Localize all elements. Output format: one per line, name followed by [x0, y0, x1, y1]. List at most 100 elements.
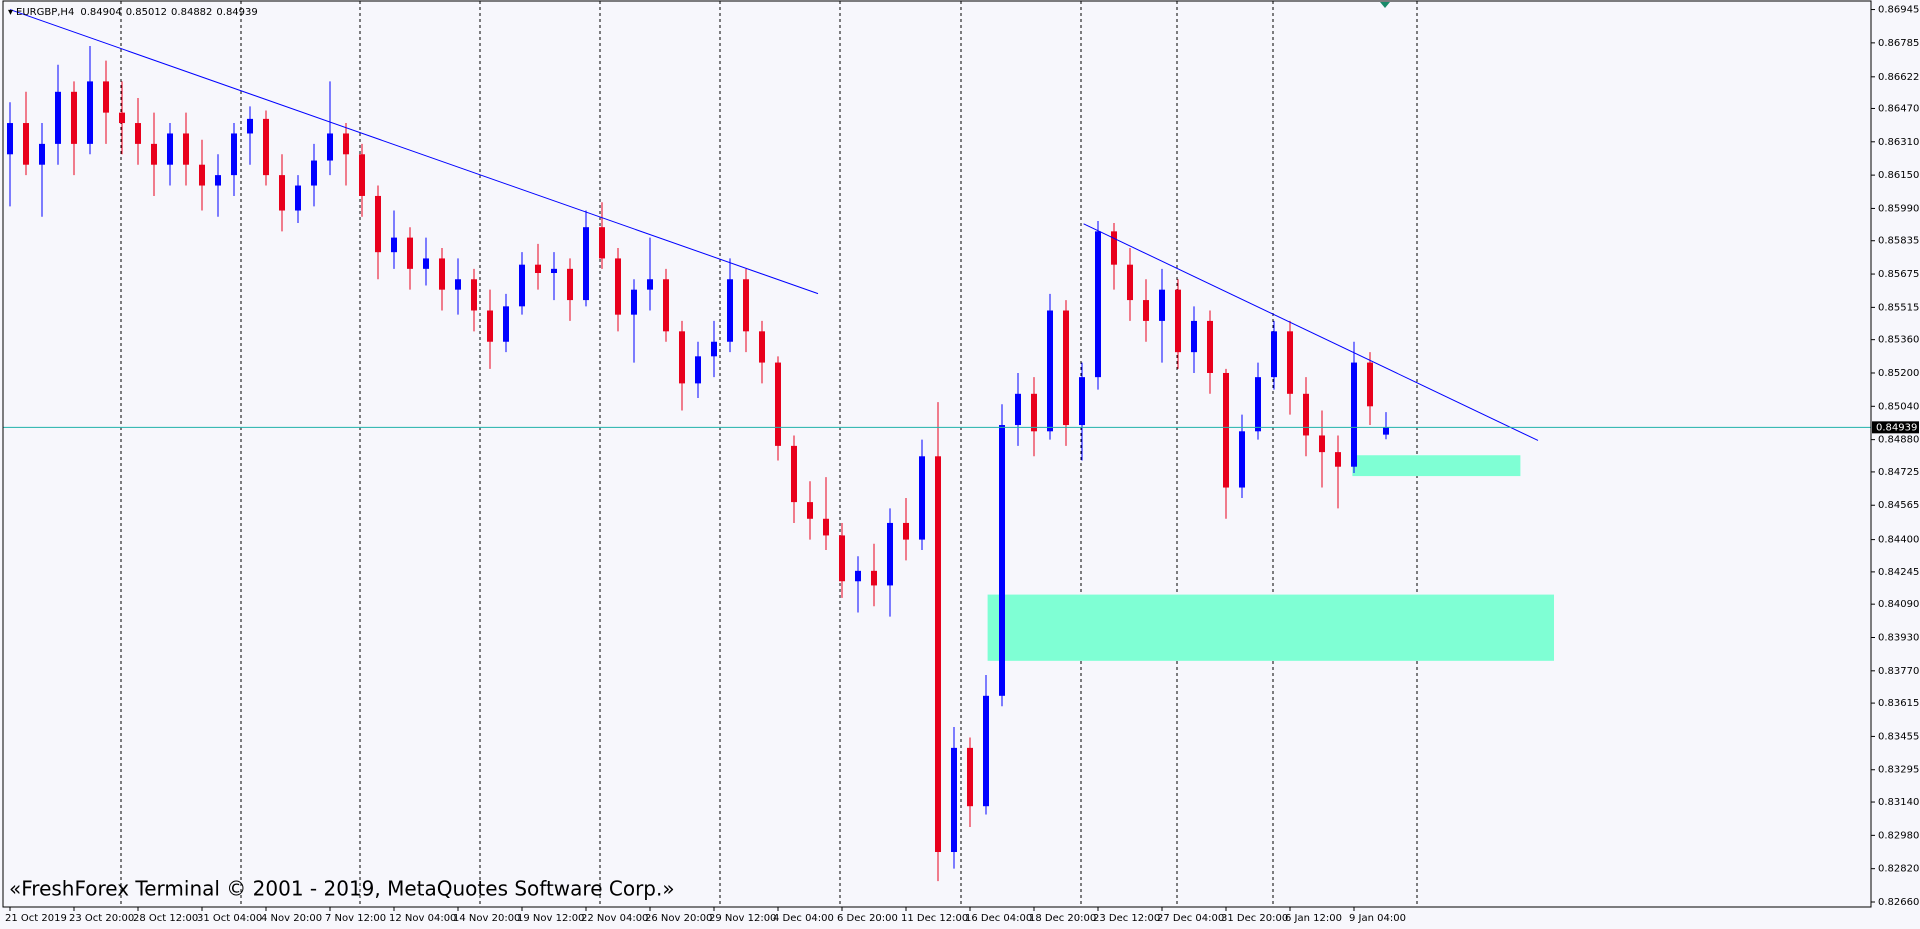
candle-body: [183, 133, 189, 165]
y-tick-label: 0.84565: [1878, 500, 1919, 511]
candle-body: [967, 747, 973, 807]
candle-body: [327, 133, 333, 161]
zone: [1352, 455, 1521, 477]
candle-body: [279, 175, 285, 211]
candle-body: [935, 456, 941, 853]
candle-body: [151, 143, 157, 165]
candle-body: [839, 535, 845, 582]
watermark: «FreshForex Terminal © 2001 - 2019, Meta…: [9, 877, 675, 901]
candle-body: [1095, 231, 1101, 378]
candle-body: [1335, 452, 1341, 467]
x-tick-label: 31 Oct 04:00: [197, 913, 262, 924]
y-tick-label: 0.82820: [1878, 864, 1919, 875]
y-tick-label: 0.85675: [1878, 269, 1919, 280]
candle-body: [215, 175, 221, 186]
candle-body: [711, 341, 717, 357]
zone-layer: [987, 455, 1554, 661]
header-high: 0.85012: [126, 7, 167, 18]
candle-body: [951, 747, 957, 853]
candle-body: [647, 279, 653, 290]
x-tick-label: 4 Nov 20:00: [261, 913, 322, 924]
candle-body: [1207, 320, 1213, 373]
candle-body: [1111, 231, 1117, 265]
x-tick-label: 14 Nov 20:00: [453, 913, 520, 924]
x-tick-label: 6 Dec 20:00: [837, 913, 898, 924]
candle-body: [471, 279, 477, 311]
y-tick-label: 0.82980: [1878, 830, 1919, 841]
candle-body: [359, 154, 365, 196]
overlay-layer: 0.84939: [3, 9, 1919, 441]
candle-body: [1367, 362, 1373, 407]
candle-body: [1047, 310, 1053, 432]
candle-body: [1319, 435, 1325, 453]
candle-body: [631, 289, 637, 315]
header-close: 0.84939: [216, 7, 257, 18]
candle-body: [807, 502, 813, 519]
candle-body: [855, 570, 861, 582]
x-tick-label: 19 Nov 12:00: [517, 913, 584, 924]
candle-body: [1175, 289, 1181, 353]
candle-body: [599, 227, 605, 259]
y-tick-label: 0.84245: [1878, 567, 1919, 578]
candle-body: [119, 112, 125, 124]
y-tick-label: 0.83455: [1878, 731, 1919, 742]
candle-body: [743, 279, 749, 332]
x-tick-label: 7 Nov 12:00: [325, 913, 386, 924]
y-tick-label: 0.86945: [1878, 5, 1919, 16]
candle-body: [1031, 393, 1037, 432]
candle-body: [375, 195, 381, 253]
candle-body: [1063, 310, 1069, 426]
y-tick-label: 0.84880: [1878, 435, 1919, 446]
x-tick-label: 21 Oct 2019: [5, 913, 67, 924]
zone: [987, 594, 1554, 661]
candle-body: [1351, 362, 1357, 467]
candle-body: [7, 123, 13, 155]
y-tick-label: 0.85835: [1878, 236, 1919, 247]
x-tick-label: 11 Dec 12:00: [901, 913, 968, 924]
header-arrow: ▾: [8, 7, 13, 18]
candle-body: [567, 268, 573, 301]
candle-body: [1191, 320, 1197, 353]
candle-body: [391, 237, 397, 253]
candle-body: [423, 258, 429, 269]
candle-body: [727, 279, 733, 342]
x-tick-label: 16 Dec 04:00: [965, 913, 1032, 924]
x-tick-label: 9 Jan 04:00: [1349, 913, 1406, 924]
candle-body: [71, 91, 77, 144]
candle-body: [1383, 427, 1389, 435]
trendline: [9, 9, 819, 295]
candle-body: [679, 331, 685, 384]
candle-body: [1015, 393, 1021, 426]
candle-body: [535, 264, 541, 274]
y-tick-label: 0.86310: [1878, 137, 1919, 148]
candle-body: [311, 160, 317, 186]
candle-body: [247, 118, 253, 134]
candle-body: [1287, 331, 1293, 394]
candle-body: [295, 185, 301, 211]
candle-body: [1159, 289, 1165, 321]
y-tick-label: 0.83930: [1878, 632, 1919, 643]
candle-body: [487, 310, 493, 342]
candle-body: [1143, 300, 1149, 321]
candle-body: [55, 91, 61, 144]
candle-body: [695, 356, 701, 384]
shift-marker: [1380, 2, 1390, 8]
y-tick-label: 0.86470: [1878, 103, 1919, 114]
y-tick-label: 0.85990: [1878, 203, 1919, 214]
candle-body: [167, 133, 173, 165]
candle-body: [919, 456, 925, 540]
candle-body: [1223, 372, 1229, 488]
candle-body: [199, 164, 205, 186]
x-tick-label: 27 Dec 04:00: [1157, 913, 1224, 924]
y-tick-label: 0.83295: [1878, 765, 1919, 776]
candle-body: [759, 331, 765, 363]
x-tick-label: 28 Oct 12:00: [133, 913, 198, 924]
candle-body: [615, 258, 621, 315]
x-tick-label: 12 Nov 04:00: [389, 913, 456, 924]
y-tick-label: 0.85515: [1878, 302, 1919, 313]
candle-body: [887, 522, 893, 586]
y-tick-label: 0.84090: [1878, 599, 1919, 610]
candle-body: [87, 81, 93, 144]
